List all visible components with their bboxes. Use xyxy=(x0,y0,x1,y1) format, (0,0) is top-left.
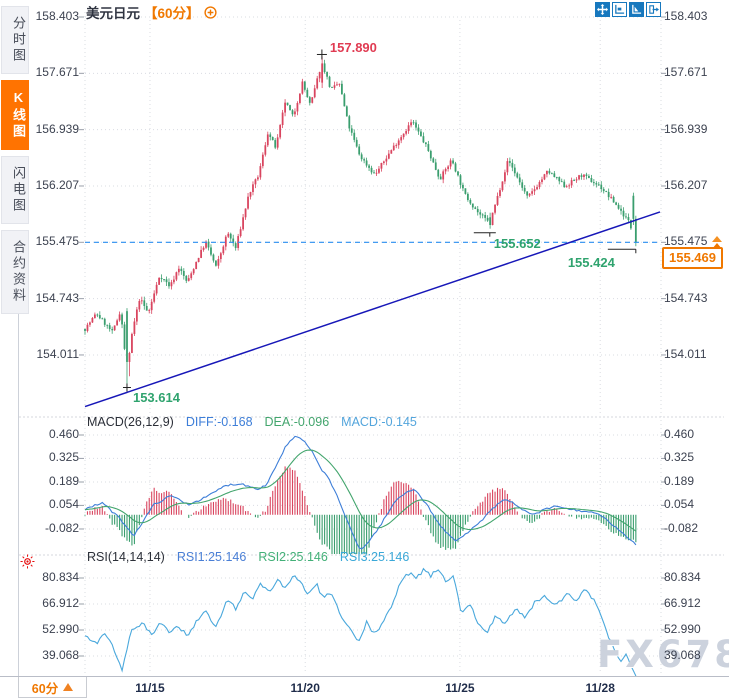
macd-macd-value: MACD:-0.145 xyxy=(341,415,417,429)
price-up-arrow-icon xyxy=(712,236,722,249)
timeframe-label: 【60分】 xyxy=(144,6,200,21)
macd-header: MACD(26,12,9) DIFF:-0.168 DEA:-0.096 MACD:-… xyxy=(87,415,429,429)
spike-low-price-label: 153.614 xyxy=(132,389,180,405)
timeframe-selector-label: 60分 xyxy=(31,681,59,696)
sidebar-tab-contract-info[interactable]: 合约资料 xyxy=(1,230,29,314)
axis-tick-label: 66.912 xyxy=(664,595,701,610)
high-price-label: 157.890 xyxy=(329,40,377,56)
extreme-markers xyxy=(122,49,637,392)
axis-tick-label: 154.743 xyxy=(35,290,79,305)
mid-low-price-label: 155.652 xyxy=(493,235,541,251)
rsi2-value: RSI2:25.146 xyxy=(258,550,328,564)
indicator-alert-icon[interactable] xyxy=(20,554,35,569)
support-trendline xyxy=(84,211,661,408)
timeframe-up-triangle-icon xyxy=(63,683,74,691)
axis-tick-label: 0.325 xyxy=(664,450,695,465)
axis-tick-label: 52.990 xyxy=(42,621,79,636)
macd-name: MACD(26,12,9) xyxy=(87,415,174,429)
axis-tick-label: 39.068 xyxy=(42,647,79,662)
pan-icon xyxy=(597,4,608,15)
axis-tick-label: 52.990 xyxy=(664,621,701,636)
watermark: FX678 xyxy=(597,633,729,676)
axis-tick-label: 157.671 xyxy=(35,65,79,80)
macd-diff-line xyxy=(84,435,637,550)
axis-tick-label: -0.082 xyxy=(664,520,699,535)
macd-histogram xyxy=(84,466,637,554)
axis-tick-label: 156.939 xyxy=(664,121,708,136)
date-label: 11/28 xyxy=(585,681,615,695)
current-price-box: 155.469 xyxy=(662,247,723,269)
rsi-name: RSI(14,14,14) xyxy=(87,550,165,564)
axis-tick-label: 157.671 xyxy=(664,65,708,80)
axis-tick-label: 0.189 xyxy=(48,473,79,488)
axis-tick-label: 80.834 xyxy=(664,570,701,584)
axis-tick-label: 158.403 xyxy=(664,9,708,23)
x-axis-scale-icon xyxy=(615,4,625,14)
y-axis-scale-button[interactable] xyxy=(629,2,644,17)
timeframe-selector[interactable]: 60分 xyxy=(18,677,87,698)
rsi1-value: RSI1:25.146 xyxy=(176,550,247,564)
axis-tick-label: 156.207 xyxy=(35,177,79,192)
axis-tick-label: 158.403 xyxy=(35,9,79,23)
date-label: 11/25 xyxy=(445,681,475,695)
rsi3-value: RSI3:25.146 xyxy=(339,550,410,564)
sidebar: 分时图 K线图 闪电图 合约资料 xyxy=(1,6,30,320)
candlestick-series xyxy=(84,56,637,386)
x-axis-scale-button[interactable] xyxy=(612,2,627,17)
axis-tick-label: 155.475 xyxy=(35,234,79,249)
axis-tick-label: 156.207 xyxy=(664,177,708,192)
panel-left-border xyxy=(18,310,19,699)
macd-dea-value: DEA:-0.096 xyxy=(264,415,330,429)
axis-tick-label: 39.068 xyxy=(664,647,701,662)
sidebar-tab-kline[interactable]: K线图 xyxy=(1,80,29,150)
date-label: 11/20 xyxy=(290,681,320,695)
axis-tick-label: 154.011 xyxy=(664,346,707,361)
symbol-name: 美元日元 xyxy=(86,6,140,21)
axis-tick-label: 155.475 xyxy=(664,234,708,249)
chart-toolbar xyxy=(595,2,661,17)
axis-tick-label: 154.743 xyxy=(664,290,708,305)
export-button[interactable] xyxy=(646,2,661,17)
date-label: 11/15 xyxy=(135,681,165,695)
macd-diff-value: DIFF:-0.168 xyxy=(185,415,253,429)
axis-tick-label: 154.011 xyxy=(36,346,80,361)
chart-title: 美元日元 【60分】 xyxy=(86,2,217,22)
rsi-line xyxy=(84,567,637,676)
axis-tick-label: 0.054 xyxy=(664,497,695,512)
axis-tick-label: 156.939 xyxy=(35,121,79,136)
axis-tick-label: 80.834 xyxy=(42,570,79,584)
last-low-price-label: 155.424 xyxy=(567,255,615,271)
export-arrow-icon xyxy=(649,5,659,14)
y-axis-scale-icon xyxy=(632,4,642,14)
macd-dea-line xyxy=(84,449,637,532)
axis-tick-label: 0.460 xyxy=(664,427,695,441)
axis-tick-label: 0.054 xyxy=(48,497,79,512)
rsi-header: RSI(14,14,14) RSI1:25.146 RSI2:25.146 RSI3:… xyxy=(87,550,421,564)
sidebar-tab-timeline[interactable]: 分时图 xyxy=(1,6,29,74)
pan-tool-button[interactable] xyxy=(595,2,610,17)
add-indicator-icon[interactable] xyxy=(203,5,217,19)
axis-tick-label: 66.912 xyxy=(42,595,79,610)
axis-tick-label: 0.189 xyxy=(664,473,695,488)
axis-tick-label: 0.325 xyxy=(48,450,79,465)
axis-tick-label: 0.460 xyxy=(48,427,79,441)
x-axis-bar: 60分 11/15 11/20 11/25 11/28 xyxy=(0,676,729,699)
sidebar-tab-flash[interactable]: 闪电图 xyxy=(1,156,29,224)
gridlines xyxy=(19,12,724,680)
axis-tick-label: -0.082 xyxy=(44,520,79,535)
